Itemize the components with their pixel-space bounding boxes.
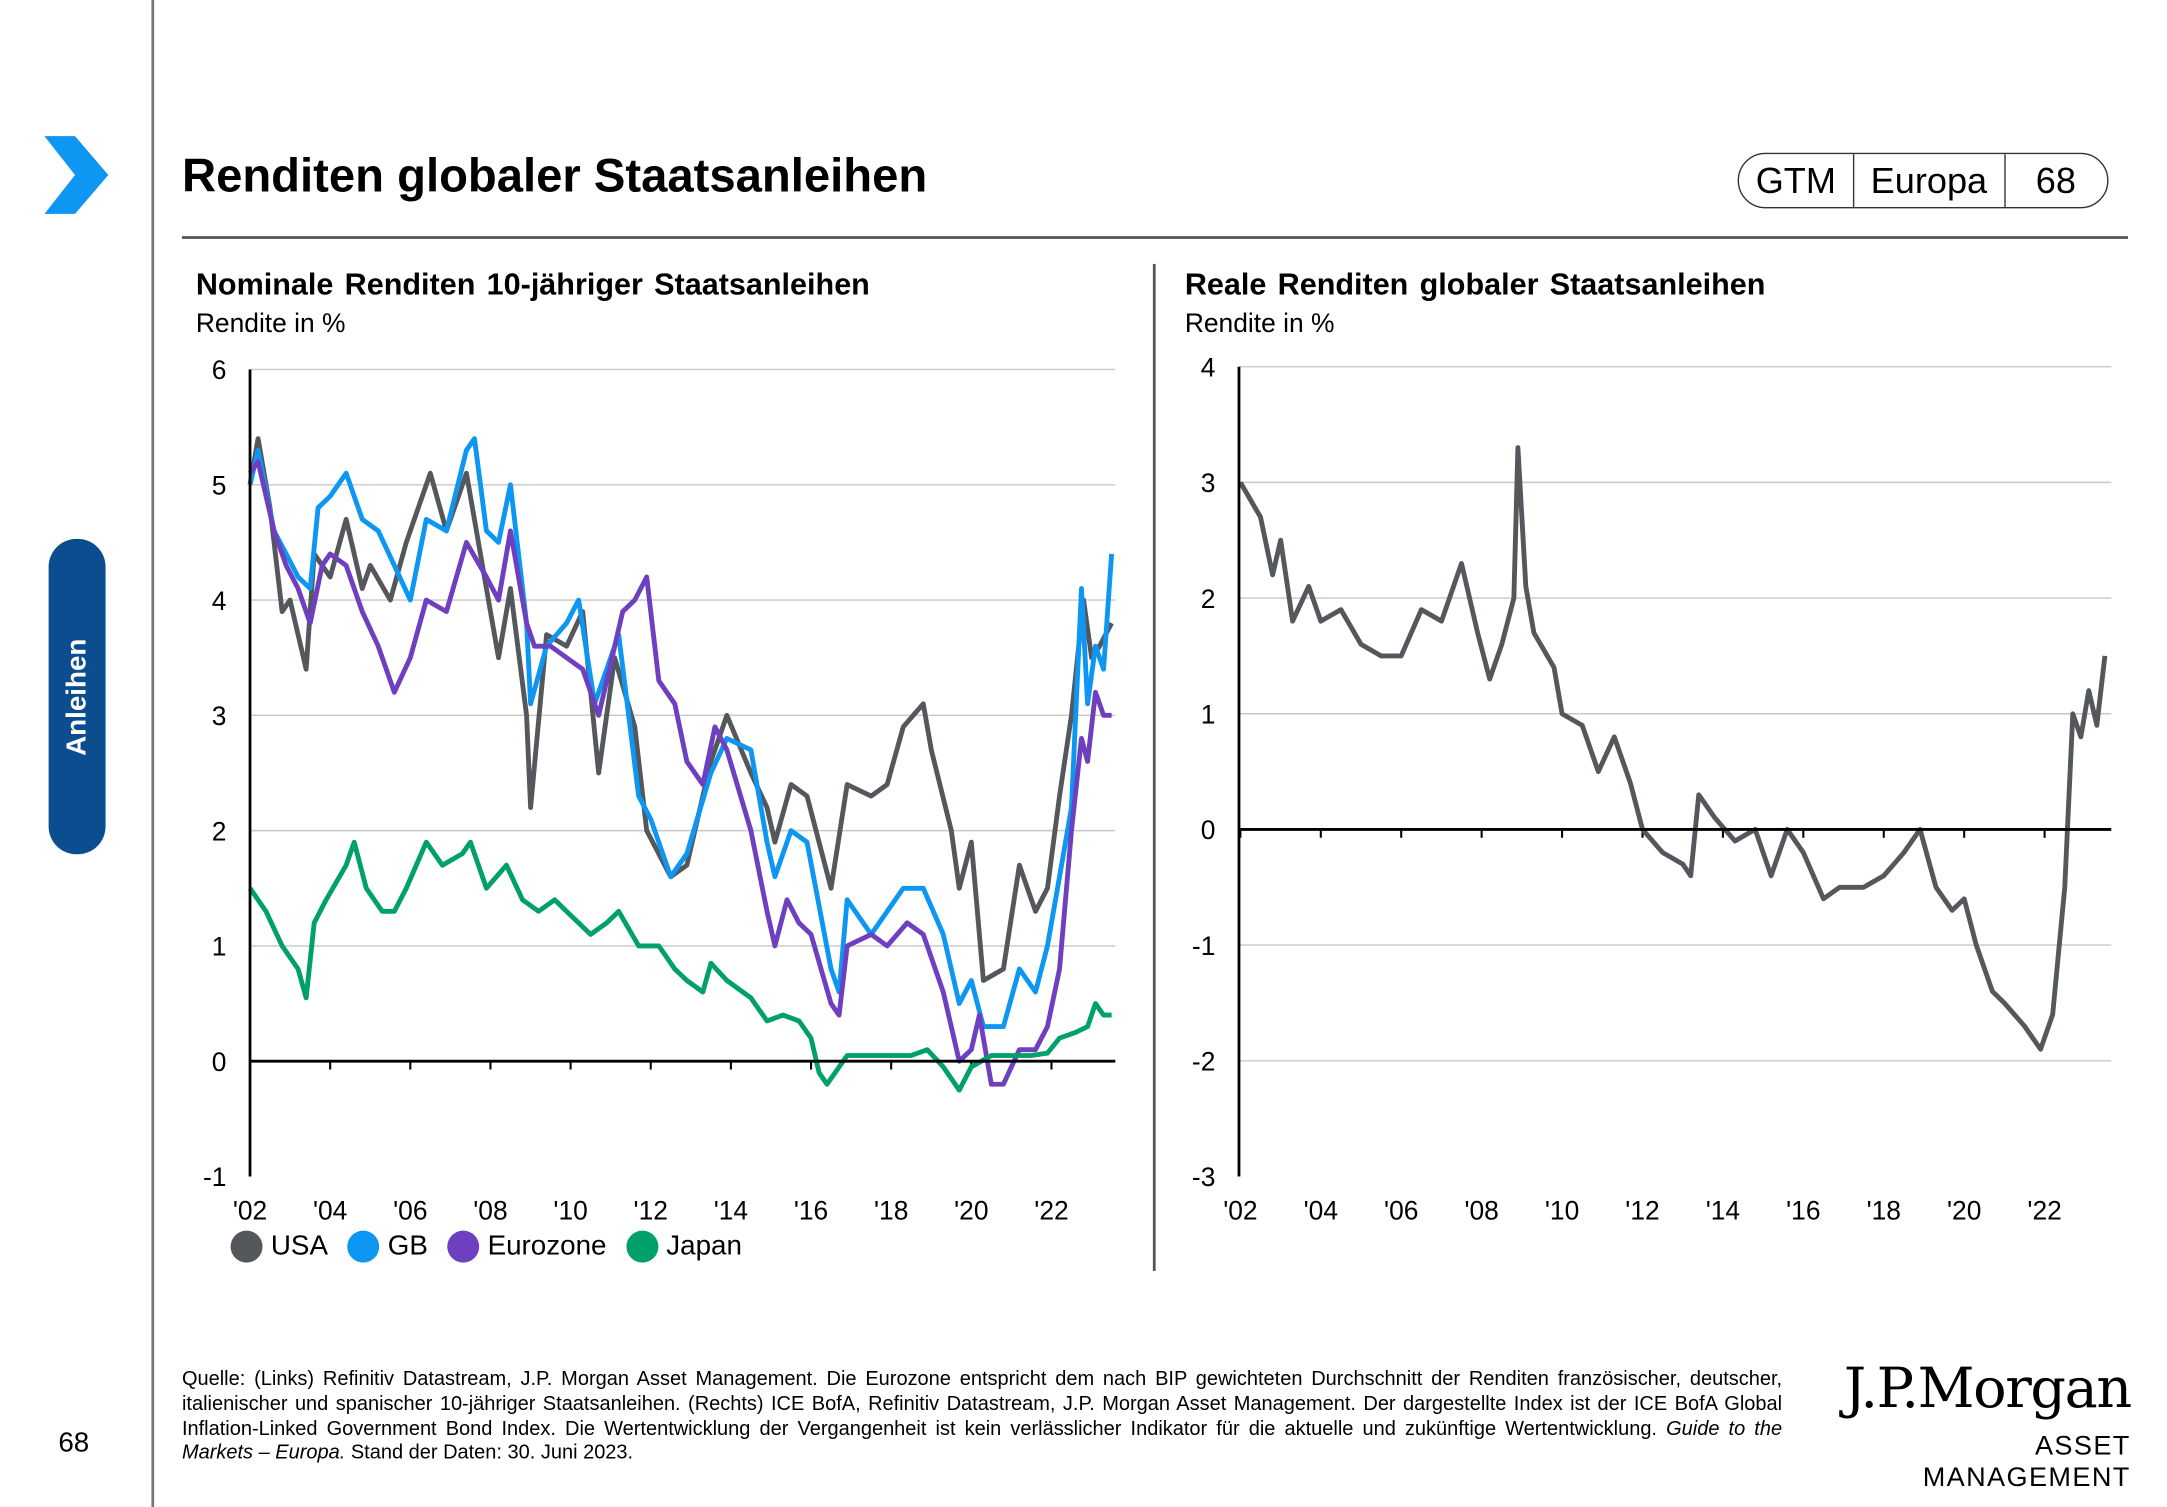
left-y-tick-label: 5 [212,470,227,500]
logo-line2: ASSET MANAGEMENT [1922,1430,2131,1494]
left-y-tick-label: 2 [212,816,227,846]
right-x-tick-label: '10 [1545,1196,1579,1226]
legend-item-eurozone: Eurozone [447,1230,607,1263]
footnote: Quelle: (Links) Refinitiv Datastream, J.… [182,1368,1782,1467]
right-y-tick-label: 1 [1201,699,1216,729]
left-x-tick-label: '04 [313,1196,347,1226]
right-y-tick-label: 0 [1201,815,1216,845]
right-series-ice-bofa-global-inflation-linked-government-bond-index [1238,445,2108,1052]
right-x-tick-label: '20 [1947,1196,1981,1226]
left-x-tick-label: '10 [553,1196,587,1226]
left-y-tick-label: 4 [212,586,227,616]
legend-swatch [347,1230,380,1263]
legend: USA GB Eurozone Japan [230,1230,742,1263]
left-chart-subtitle: Rendite in % [195,309,346,339]
right-x-tick-label: '14 [1706,1196,1740,1226]
right-y-tick-label: 3 [1201,468,1216,498]
left-y-tick-label: 6 [212,355,227,385]
footnote-date: Stand der Daten: 30. Juni 2023. [350,1442,634,1465]
right-y-tick-label: 4 [1201,352,1216,382]
right-y-tick-label: -1 [1192,931,1215,961]
right-x-tick-label: '02 [1223,1196,1257,1226]
left-series-usa [247,436,1114,983]
footnote-italic: Guide to the Markets – Europa. [181,1417,1783,1465]
legend-swatch [447,1230,480,1263]
left-x-tick-label: '12 [634,1196,668,1226]
chart-divider [1152,263,1155,1271]
legend-label: Eurozone [487,1230,607,1262]
left-x-tick-label: '22 [1034,1196,1068,1226]
header-rule [181,236,2128,239]
page-badge: GTM Europa 68 [1737,152,2108,209]
left-x-tick-label: '20 [954,1196,988,1226]
legend-label: Japan [666,1230,742,1262]
chevron-right-icon [44,136,109,214]
left-x-tick-label: '16 [794,1196,828,1226]
right-x-tick-label: '04 [1304,1196,1338,1226]
badge-region: Europa [1852,154,2004,207]
page-title: Renditen globaler Staatsanleihen [181,150,928,203]
left-x-tick-label: '06 [393,1196,427,1226]
right-y-tick-label: -2 [1192,1047,1215,1077]
left-x-tick-label: '02 [233,1196,267,1226]
left-x-tick-label: '14 [714,1196,748,1226]
legend-item-gb: GB [347,1230,428,1263]
left-series-eurozone [248,459,1112,1087]
left-series-gb [247,436,1115,1030]
right-x-tick-label: '18 [1867,1196,1901,1226]
legend-swatch [625,1230,658,1263]
legend-item-usa: USA [230,1230,328,1263]
right-y-tick-label: 2 [1201,584,1216,614]
right-x-tick-label: '22 [2027,1196,2061,1226]
left-y-tick-label: 1 [212,932,227,962]
page-number: 68 [58,1427,90,1459]
legend-label: USA [270,1230,328,1262]
sidebar-divider [151,0,154,1507]
jpmorgan-logo: J.P.Morgan ASSET MANAGEMENT [1831,1357,2132,1494]
badge-gtm: GTM [1755,159,1836,202]
section-tab-anleihen[interactable]: Anleihen [48,538,106,855]
left-x-tick-label: '08 [473,1196,507,1226]
right-x-tick-label: '06 [1384,1196,1418,1226]
left-y-tick-label: 0 [212,1047,227,1077]
legend-item-japan: Japan [625,1230,742,1263]
footnote-text: Quelle: (Links) Refinitiv Datastream, J.… [181,1368,1783,1440]
right-chart-subtitle: Rendite in % [1184,309,1335,339]
left-chart-title: Nominale Renditen 10-jähriger Staatsanle… [195,266,870,302]
left-y-tick-label: -1 [203,1162,226,1192]
left-x-tick-label: '18 [874,1196,908,1226]
right-x-tick-label: '12 [1625,1196,1659,1226]
legend-label: GB [387,1230,428,1262]
badge-page: 68 [2003,154,2107,207]
right-chart-title: Reale Renditen globaler Staatsanleihen [1184,266,1766,302]
logo-line1: J.P.Morgan [1843,1357,2132,1421]
right-x-tick-label: '08 [1464,1196,1498,1226]
right-x-tick-label: '16 [1786,1196,1820,1226]
left-y-tick-label: 3 [212,701,227,731]
legend-swatch [230,1230,263,1263]
right-y-tick-label: -3 [1192,1162,1215,1192]
